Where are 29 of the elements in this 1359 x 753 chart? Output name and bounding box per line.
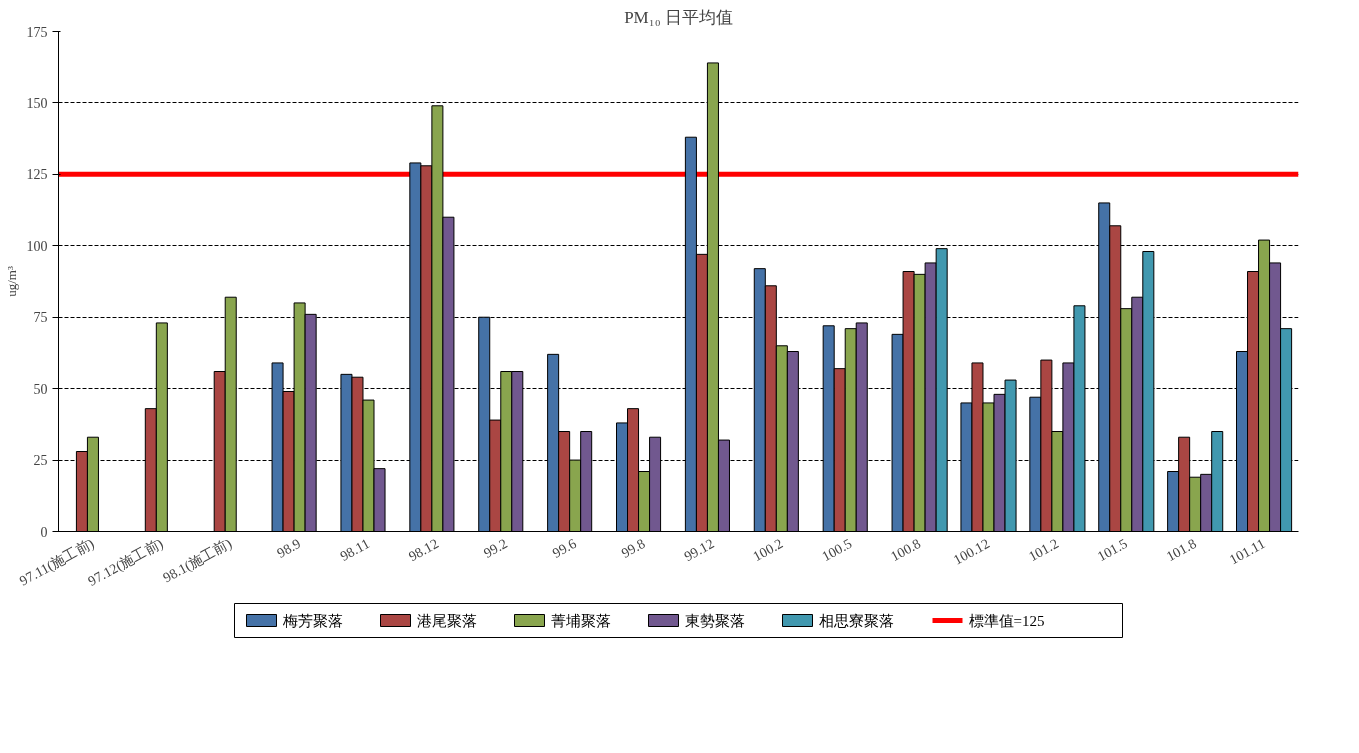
y-tick-label: 100 bbox=[26, 238, 48, 254]
y-tick-label: 150 bbox=[26, 95, 48, 111]
y-tick-label: 25 bbox=[33, 453, 48, 469]
legend-label: 相思寮聚落 bbox=[818, 612, 894, 629]
y-axis-title: ug/m³ bbox=[3, 266, 19, 297]
x-tick-label: 98.9 bbox=[274, 535, 304, 561]
y-tick-label: 175 bbox=[26, 24, 48, 40]
x-tick-label: 98.12 bbox=[406, 535, 441, 565]
y-tick-label: 50 bbox=[33, 381, 48, 397]
x-tick-label: 100.5 bbox=[819, 535, 855, 565]
x-tick-label: 101.5 bbox=[1095, 535, 1130, 565]
legend-label: 港尾聚落 bbox=[416, 612, 477, 629]
legend-label: 東勢聚落 bbox=[684, 612, 745, 629]
x-tick-label: 99.12 bbox=[681, 535, 717, 565]
y-tick-label: 125 bbox=[26, 167, 48, 183]
legend-label: 梅芳聚落 bbox=[281, 612, 343, 629]
y-tick-label: 0 bbox=[40, 524, 48, 540]
x-tick-label: 100.2 bbox=[750, 535, 786, 565]
chart-title: PM₁₀ 日平均值 bbox=[624, 7, 733, 27]
x-tick-label: 99.6 bbox=[550, 535, 579, 561]
legend-label: 標準值=125 bbox=[968, 612, 1045, 629]
x-tick-label: 101.8 bbox=[1163, 535, 1199, 565]
x-tick-label: 100.8 bbox=[888, 535, 924, 565]
x-tick-label: 101.2 bbox=[1026, 535, 1061, 565]
y-tick-label: 75 bbox=[33, 310, 48, 326]
x-tick-label: 99.8 bbox=[618, 535, 648, 561]
x-tick-label: 99.2 bbox=[481, 535, 510, 561]
legend-label: 菁埔聚落 bbox=[550, 612, 611, 629]
x-tick-label: 98.11 bbox=[337, 535, 373, 564]
